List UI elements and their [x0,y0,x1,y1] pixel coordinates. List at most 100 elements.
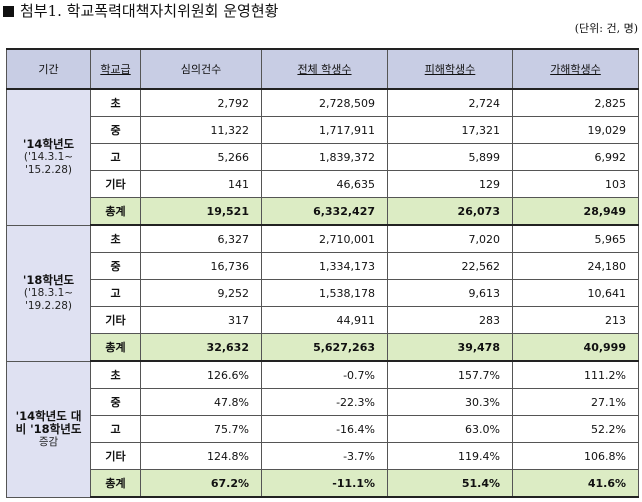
offenders-cell: 28,949 [512,197,639,226]
offenders-cell: 6,992 [512,143,639,171]
cases-cell: 6,327 [140,224,262,253]
period-sublabel: ('14.3.1~ '15.2.28) [23,150,74,176]
period-cell: '14학년도 ('14.3.1~ '15.2.28) [6,88,91,226]
school-level-cell: 총계 [90,469,141,498]
cases-cell: 124.8% [140,442,262,470]
table-row: 기타 124.8% -3.7% 119.4% 106.8% [7,442,639,470]
school-level-cell: 총계 [90,333,141,362]
page-title: 첨부1. 학교폭력대책자치위원회 운영현황 [0,0,278,22]
school-level-cell: 총계 [90,197,141,226]
victims-cell: 157.7% [387,360,513,389]
header-victims: 피해학생수 [387,48,513,90]
cases-cell: 317 [140,306,262,334]
table-row: 고 9,252 1,538,178 9,613 10,641 [7,279,639,307]
victims-cell: 2,724 [387,88,513,117]
victims-cell: 39,478 [387,333,513,362]
period-sublabel: ('18.3.1~ '19.2.28) [23,286,74,312]
total-students-cell: 46,635 [261,170,388,198]
table-row: 총계 67.2% -11.1% 51.4% 41.6% [7,469,639,498]
school-level-cell: 고 [90,415,141,443]
header-school-level: 학교급 [90,48,141,90]
victims-cell: 63.0% [387,415,513,443]
header-offenders: 가해학생수 [512,48,639,90]
total-students-cell: 2,710,001 [261,224,388,253]
cases-cell: 126.6% [140,360,262,389]
header-total-students: 전체 학생수 [261,48,388,90]
cases-cell: 75.7% [140,415,262,443]
offenders-cell: 111.2% [512,360,639,389]
cases-cell: 141 [140,170,262,198]
victims-cell: 22,562 [387,252,513,280]
total-students-cell: 1,334,173 [261,252,388,280]
total-students-cell: -3.7% [261,442,388,470]
table-row: 중 16,736 1,334,173 22,562 24,180 [7,252,639,280]
table-row: 총계 19,521 6,332,427 26,073 28,949 [7,197,639,226]
offenders-cell: 103 [512,170,639,198]
cases-cell: 16,736 [140,252,262,280]
total-students-cell: 1,538,178 [261,279,388,307]
table-row: 기타 317 44,911 283 213 [7,306,639,334]
offenders-cell: 52.2% [512,415,639,443]
victims-cell: 30.3% [387,388,513,416]
victims-cell: 51.4% [387,469,513,498]
table-row: '14학년도 대비 '18학년도 증감 초 126.6% -0.7% 157.7% 111.… [6,360,639,498]
offenders-cell: 10,641 [512,279,639,307]
total-students-cell: -16.4% [261,415,388,443]
cases-cell: 9,252 [140,279,262,307]
total-students-cell: 1,839,372 [261,143,388,171]
header-period: 기간 [6,48,91,90]
table-row: '14학년도 ('14.3.1~ '15.2.28) 초 2,792 2,728,509… [6,88,639,226]
offenders-cell: 40,999 [512,333,639,362]
committee-status-table: 기간 학교급 심의건수 전체 학생수 피해학생수 가해학생수 '14학년도 ('1… [6,48,639,498]
period-cell: '14학년도 대비 '18학년도 증감 [6,360,91,498]
header-cases: 심의건수 [140,48,262,90]
offenders-cell: 27.1% [512,388,639,416]
period-label: '14학년도 대비 '18학년도 [15,408,82,436]
unit-note: (단위: 건, 명) [574,22,638,35]
offenders-cell: 5,965 [512,224,639,253]
cases-cell: 19,521 [140,197,262,226]
table-row: 총계 32,632 5,627,263 39,478 40,999 [7,333,639,362]
table-row: '18학년도 ('18.3.1~ '19.2.28) 초 6,327 2,710,001… [6,224,639,362]
total-students-cell: 2,728,509 [261,88,388,117]
cases-cell: 67.2% [140,469,262,498]
square-bullet-icon [3,6,14,17]
total-students-cell: -22.3% [261,388,388,416]
school-level-cell: 고 [90,143,141,171]
school-level-cell: 중 [90,388,141,416]
school-level-cell: 기타 [90,306,141,334]
total-students-cell: 6,332,427 [261,197,388,226]
table-row: 기타 141 46,635 129 103 [7,170,639,198]
table-row: 중 11,322 1,717,911 17,321 19,029 [7,116,639,144]
victims-cell: 5,899 [387,143,513,171]
table-row: 고 75.7% -16.4% 63.0% 52.2% [7,415,639,443]
victims-cell: 7,020 [387,224,513,253]
offenders-cell: 19,029 [512,116,639,144]
offenders-cell: 41.6% [512,469,639,498]
table-row: 중 47.8% -22.3% 30.3% 27.1% [7,388,639,416]
total-students-cell: 44,911 [261,306,388,334]
school-level-cell: 중 [90,116,141,144]
victims-cell: 283 [387,306,513,334]
total-students-cell: 1,717,911 [261,116,388,144]
period-label: '14학년도 [22,136,75,151]
school-level-cell: 초 [90,360,141,389]
total-students-cell: -0.7% [261,360,388,389]
cases-cell: 2,792 [140,88,262,117]
school-level-cell: 초 [90,88,141,117]
school-level-cell: 기타 [90,442,141,470]
victims-cell: 119.4% [387,442,513,470]
victims-cell: 9,613 [387,279,513,307]
offenders-cell: 24,180 [512,252,639,280]
table-header-row: 기간 학교급 심의건수 전체 학생수 피해학생수 가해학생수 [6,48,639,90]
victims-cell: 129 [387,170,513,198]
cases-cell: 47.8% [140,388,262,416]
cases-cell: 11,322 [140,116,262,144]
page-title-text: 첨부1. 학교폭력대책자치위원회 운영현황 [20,2,279,20]
school-level-cell: 고 [90,279,141,307]
offenders-cell: 106.8% [512,442,639,470]
cases-cell: 32,632 [140,333,262,362]
offenders-cell: 213 [512,306,639,334]
school-level-cell: 중 [90,252,141,280]
cases-cell: 5,266 [140,143,262,171]
